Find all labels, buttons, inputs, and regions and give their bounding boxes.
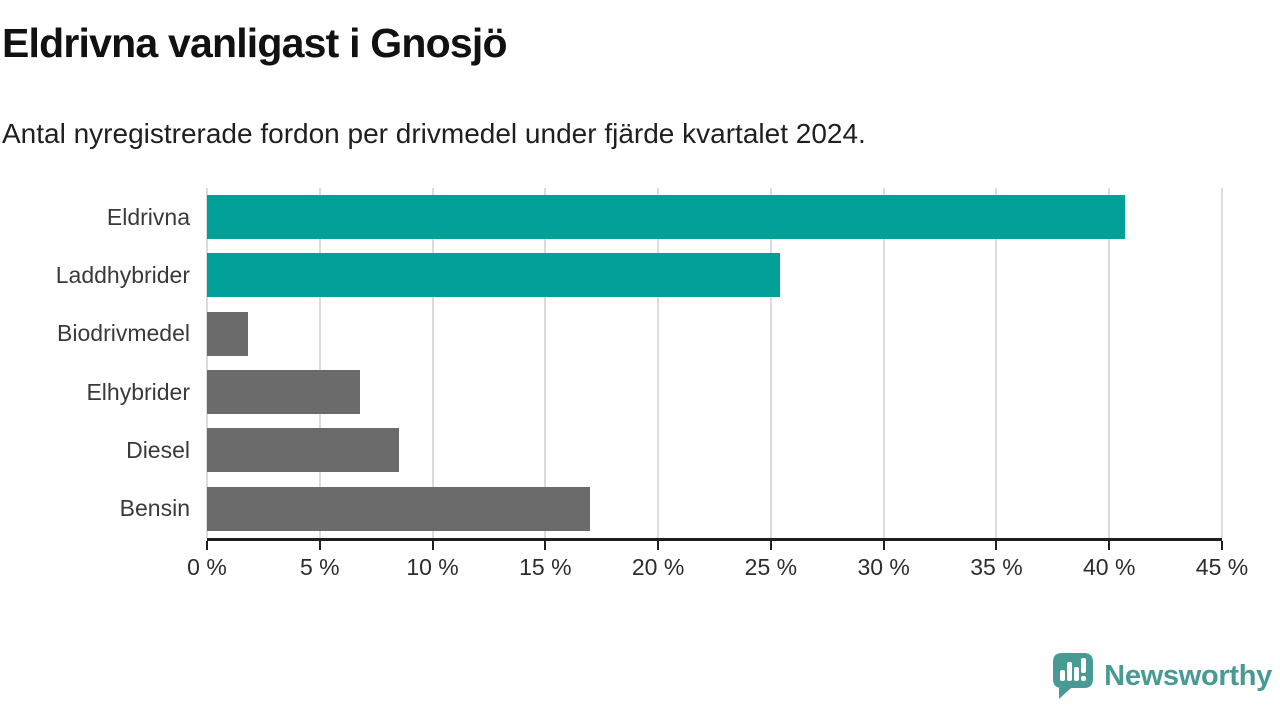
x-tick-label: 35 %	[970, 554, 1023, 580]
gridline-25	[769, 188, 772, 538]
x-tick-label: 0 %	[187, 554, 227, 580]
chart-subtitle: Antal nyregistrerade fordon per drivmede…	[2, 118, 866, 149]
gridline-40	[1108, 188, 1111, 538]
gridline-30	[882, 188, 885, 538]
bar-chart: Eldrivna Laddhybrider Biodrivmedel Elhybrid…	[0, 188, 1223, 538]
bar-row-diesel: Diesel	[0, 421, 1222, 479]
bar-biodrivmedel	[207, 311, 248, 356]
bar-diesel	[207, 428, 399, 473]
x-tick-label: 30 %	[857, 554, 910, 580]
bar-track	[207, 195, 1222, 240]
x-tick-10	[431, 541, 434, 550]
bar-track	[207, 486, 1222, 531]
x-axis: 0 % 5 % 10 % 15 % 20 % 25 % 30 % 35 % 40 % 45 %	[187, 538, 1248, 591]
category-label: Elhybrider	[86, 378, 190, 405]
bar-row-biodrivmedel: Biodrivmedel	[0, 305, 1222, 363]
bar-eldrivna	[207, 195, 1125, 240]
x-tick-0	[206, 541, 208, 550]
x-tick-30	[882, 541, 885, 550]
bar-track	[207, 370, 1222, 415]
x-tick-35	[995, 541, 998, 550]
category-label: Laddhybrider	[55, 261, 190, 288]
gridline-layer	[206, 188, 1223, 538]
bar-row-laddhybrider: Laddhybrider	[0, 246, 1222, 304]
category-label: Diesel	[126, 436, 190, 463]
bar-track	[207, 253, 1222, 298]
gridline-5	[318, 188, 321, 538]
gridline-0	[206, 188, 208, 538]
category-label: Bensin	[119, 495, 190, 522]
x-tick-label: 45 %	[1195, 554, 1249, 580]
bar-track	[207, 311, 1222, 356]
bar-bensin	[207, 486, 591, 531]
gridline-15	[544, 188, 547, 538]
gridline-20	[657, 188, 660, 538]
x-tick-25	[769, 541, 772, 550]
x-tick-label: 5 %	[299, 554, 340, 580]
x-tick-40	[1108, 541, 1111, 550]
x-tick-5	[318, 541, 321, 550]
x-tick-20	[657, 541, 660, 550]
newsworthy-wordmark: Newsworthy	[1104, 659, 1272, 692]
bar-row-bensin: Bensin	[0, 480, 1222, 538]
category-label: Biodrivmedel	[57, 320, 190, 347]
gridline-45	[1221, 188, 1223, 538]
bar-row-eldrivna: Eldrivna	[0, 188, 1222, 246]
x-tick-label: 10 %	[406, 554, 459, 580]
x-tick-15	[544, 541, 547, 550]
gridline-10	[431, 188, 434, 538]
x-tick-label: 20 %	[631, 554, 685, 580]
category-label: Eldrivna	[106, 203, 190, 230]
bar-rows: Eldrivna Laddhybrider Biodrivmedel Elhybrid…	[0, 188, 1222, 538]
newsworthy-logo: Newsworthy	[1052, 652, 1272, 700]
x-tick-label: 40 %	[1083, 554, 1136, 580]
bar-laddhybrider	[207, 253, 780, 298]
bar-row-elhybrider: Elhybrider	[0, 363, 1222, 421]
bar-elhybrider	[207, 370, 361, 415]
x-tick-label: 15 %	[519, 554, 572, 580]
x-tick-label: 25 %	[744, 554, 798, 580]
gridline-35	[995, 188, 998, 538]
bar-track	[207, 428, 1222, 473]
chart-title: Eldrivna vanligast i Gnosjö	[2, 20, 508, 66]
newsworthy-speech-bubble-bar-chart-icon	[1053, 653, 1094, 699]
x-tick-45	[1221, 541, 1223, 550]
